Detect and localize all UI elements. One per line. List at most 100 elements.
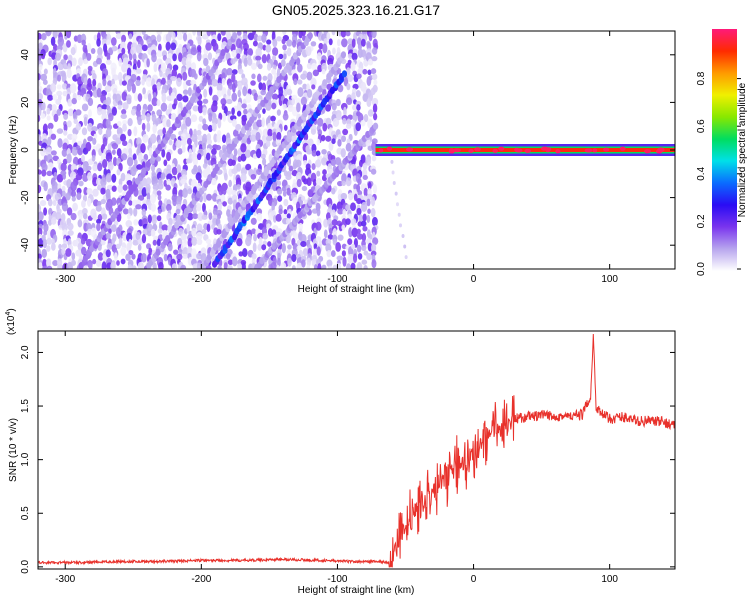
heatmap-cell bbox=[65, 192, 71, 201]
heatmap-cell bbox=[141, 233, 147, 244]
heatmap-cell bbox=[306, 71, 313, 81]
heatmap-cell bbox=[257, 113, 262, 119]
heatmap-cell bbox=[121, 91, 128, 101]
heatmap-cell bbox=[111, 142, 119, 150]
spectrogram-x-tick-label: 100 bbox=[601, 274, 618, 285]
heatmap-cell bbox=[172, 197, 178, 207]
heatmap-cell bbox=[111, 173, 117, 183]
heatmap-cell bbox=[316, 207, 321, 217]
heatmap-cell bbox=[347, 238, 353, 245]
heatmap-cell bbox=[340, 31, 347, 38]
heatmap-cell bbox=[135, 68, 142, 74]
heatmap-cell bbox=[91, 126, 98, 132]
heatmap-cell bbox=[38, 80, 41, 88]
heatmap-cell bbox=[126, 97, 132, 105]
heatmap-cell bbox=[237, 263, 244, 269]
heatmap-cell bbox=[116, 148, 122, 157]
heatmap-cell bbox=[61, 202, 69, 212]
heatmap-cell bbox=[366, 42, 372, 51]
heatmap-cell bbox=[101, 261, 107, 269]
heatmap-cell bbox=[107, 161, 114, 171]
heatmap-cell bbox=[130, 108, 137, 116]
diagonal-track-mark bbox=[341, 70, 348, 78]
heatmap-cell bbox=[42, 79, 48, 85]
heatmap-cell bbox=[96, 222, 101, 232]
heatmap-cell bbox=[372, 103, 378, 113]
spectrogram-y-axis: -40 -20 0 20 40 bbox=[20, 49, 675, 252]
heatmap-cell bbox=[231, 49, 237, 58]
heatmap-cell bbox=[147, 214, 153, 224]
heatmap-cell bbox=[231, 168, 238, 175]
heatmap-cell bbox=[173, 249, 179, 255]
heatmap-cell bbox=[93, 133, 98, 140]
heatmap-cell bbox=[272, 54, 277, 61]
heatmap-cell bbox=[205, 42, 212, 51]
heatmap-cell bbox=[217, 264, 222, 269]
heatmap-cell bbox=[216, 133, 221, 143]
heatmap-cell bbox=[106, 52, 111, 62]
heatmap-cell bbox=[116, 120, 122, 127]
tail-mark bbox=[395, 202, 399, 207]
heatmap-cell bbox=[95, 259, 102, 267]
heatmap-cell bbox=[172, 103, 177, 110]
heatmap-cell bbox=[153, 62, 158, 73]
heatmap-cell bbox=[298, 222, 303, 231]
heatmap-cell bbox=[127, 264, 133, 269]
heatmap-cell bbox=[63, 112, 69, 120]
snr-y-tick-label: 1.0 bbox=[20, 452, 31, 466]
heatmap-cell bbox=[146, 121, 151, 133]
heatmap-cell bbox=[236, 184, 241, 190]
heatmap-cell bbox=[46, 107, 51, 115]
heatmap-cell bbox=[346, 83, 351, 91]
heatmap-cell bbox=[196, 153, 202, 161]
heatmap-cell bbox=[121, 63, 128, 73]
heatmap-cell bbox=[143, 93, 148, 100]
heatmap-cell bbox=[371, 259, 377, 269]
heatmap-cell bbox=[355, 122, 362, 132]
heatmap-cell bbox=[241, 261, 246, 269]
snr-xlabel: Height of straight line (km) bbox=[298, 585, 415, 596]
heatmap-cell bbox=[278, 208, 283, 215]
heatmap-cell bbox=[211, 102, 218, 113]
heatmap-cell bbox=[321, 68, 326, 75]
heatmap-cell bbox=[217, 118, 222, 129]
heatmap-cell bbox=[115, 33, 122, 40]
heatmap-cell bbox=[350, 262, 356, 269]
spectrogram-x-tick-label: -300 bbox=[55, 274, 75, 285]
heatmap-cell bbox=[78, 213, 83, 221]
heatmap-cell bbox=[342, 128, 349, 136]
line-feature-peak bbox=[555, 149, 561, 154]
heatmap-cell bbox=[92, 258, 97, 265]
heatmap-cell bbox=[341, 38, 348, 48]
heatmap-cell bbox=[67, 98, 73, 107]
heatmap-cell bbox=[97, 47, 103, 56]
heatmap-cell bbox=[276, 131, 282, 141]
heatmap-cell bbox=[110, 37, 117, 46]
heatmap-cell bbox=[186, 223, 191, 234]
heatmap-cell bbox=[243, 108, 248, 115]
heatmap-cell bbox=[321, 148, 327, 155]
heatmap-cell bbox=[276, 257, 281, 268]
heatmap-cell bbox=[62, 90, 68, 97]
heatmap-cell bbox=[220, 31, 227, 36]
line-feature-peak bbox=[386, 146, 393, 151]
heatmap-cell bbox=[38, 184, 42, 194]
heatmap-cell bbox=[131, 83, 136, 94]
heatmap-cell bbox=[38, 32, 42, 41]
heatmap-cell bbox=[306, 257, 312, 267]
heatmap-cell bbox=[317, 64, 323, 73]
heatmap-cell bbox=[341, 135, 347, 143]
heatmap-cell bbox=[275, 213, 282, 222]
heatmap-cell bbox=[233, 148, 238, 157]
line-feature-peak bbox=[468, 148, 474, 153]
heatmap-cell bbox=[96, 87, 102, 98]
heatmap-cell bbox=[111, 197, 117, 206]
heatmap-cell bbox=[356, 262, 363, 269]
heatmap-cell bbox=[76, 192, 82, 201]
heatmap-cell bbox=[245, 163, 252, 171]
heatmap-cell bbox=[227, 197, 234, 205]
heatmap-cell bbox=[345, 97, 353, 106]
heatmap-cell bbox=[41, 163, 48, 172]
heatmap-cell bbox=[110, 261, 116, 269]
heatmap-cell bbox=[156, 34, 162, 43]
